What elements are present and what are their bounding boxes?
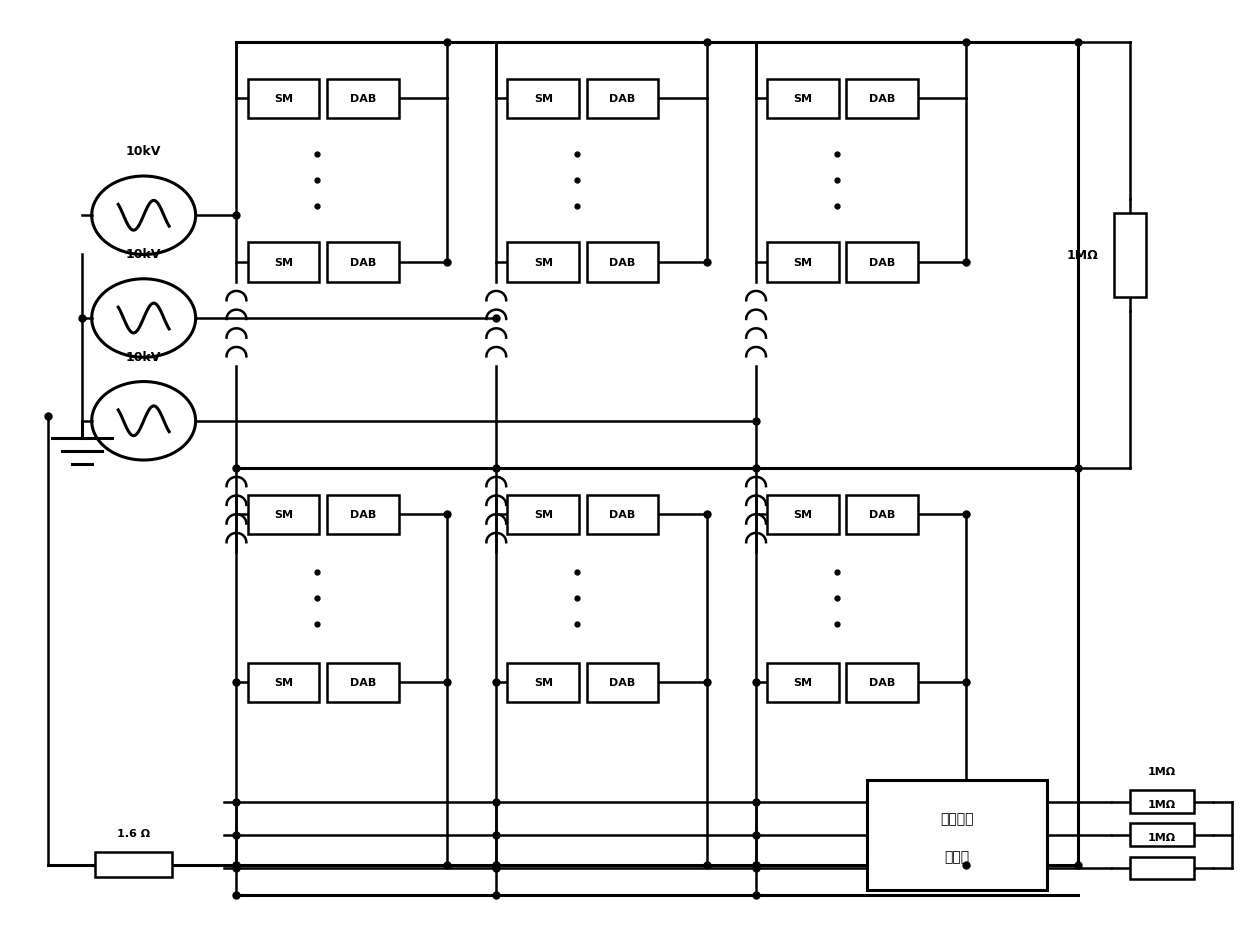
Text: DAB: DAB xyxy=(350,678,376,688)
FancyBboxPatch shape xyxy=(587,663,658,702)
Text: SM: SM xyxy=(794,257,812,268)
FancyBboxPatch shape xyxy=(507,80,579,119)
FancyBboxPatch shape xyxy=(248,663,320,702)
FancyBboxPatch shape xyxy=(768,243,839,283)
FancyBboxPatch shape xyxy=(248,495,320,534)
FancyBboxPatch shape xyxy=(1130,824,1194,846)
Text: SM: SM xyxy=(794,95,812,105)
FancyBboxPatch shape xyxy=(248,243,320,283)
FancyBboxPatch shape xyxy=(507,495,579,534)
Text: SM: SM xyxy=(533,257,553,268)
Text: SM: SM xyxy=(274,678,293,688)
FancyBboxPatch shape xyxy=(327,80,398,119)
FancyBboxPatch shape xyxy=(327,495,398,534)
Text: DAB: DAB xyxy=(609,257,636,268)
Text: SM: SM xyxy=(533,95,553,105)
Text: 1.6 Ω: 1.6 Ω xyxy=(118,828,150,839)
FancyBboxPatch shape xyxy=(1114,213,1146,298)
Text: 10kV: 10kV xyxy=(126,145,161,158)
FancyBboxPatch shape xyxy=(95,853,172,877)
Text: SM: SM xyxy=(274,95,293,105)
FancyBboxPatch shape xyxy=(768,663,839,702)
Text: DAB: DAB xyxy=(869,95,895,105)
FancyBboxPatch shape xyxy=(327,243,398,283)
Text: 1MΩ: 1MΩ xyxy=(1068,249,1099,262)
Text: DAB: DAB xyxy=(609,95,636,105)
FancyBboxPatch shape xyxy=(1130,791,1194,813)
Text: 三相全桥: 三相全桥 xyxy=(940,812,973,826)
FancyBboxPatch shape xyxy=(248,80,320,119)
Text: SM: SM xyxy=(794,678,812,688)
Text: SM: SM xyxy=(274,510,293,519)
FancyBboxPatch shape xyxy=(847,243,918,283)
FancyBboxPatch shape xyxy=(1130,856,1194,879)
FancyBboxPatch shape xyxy=(507,663,579,702)
FancyBboxPatch shape xyxy=(507,243,579,283)
FancyBboxPatch shape xyxy=(847,80,918,119)
Text: 1MΩ: 1MΩ xyxy=(1148,799,1176,810)
FancyBboxPatch shape xyxy=(768,495,839,534)
Text: 10kV: 10kV xyxy=(126,248,161,261)
FancyBboxPatch shape xyxy=(587,243,658,283)
Text: SM: SM xyxy=(533,510,553,519)
FancyBboxPatch shape xyxy=(847,663,918,702)
Text: 1MΩ: 1MΩ xyxy=(1148,767,1176,777)
Text: SM: SM xyxy=(274,257,293,268)
Text: DAB: DAB xyxy=(869,678,895,688)
FancyBboxPatch shape xyxy=(587,80,658,119)
Text: DAB: DAB xyxy=(869,510,895,519)
Text: 10kV: 10kV xyxy=(126,350,161,363)
Text: 1MΩ: 1MΩ xyxy=(1148,833,1176,842)
Text: DAB: DAB xyxy=(350,510,376,519)
Text: SM: SM xyxy=(533,678,553,688)
FancyBboxPatch shape xyxy=(868,780,1047,890)
Text: DAB: DAB xyxy=(350,257,376,268)
Text: 逆变器: 逆变器 xyxy=(945,850,970,864)
FancyBboxPatch shape xyxy=(587,495,658,534)
FancyBboxPatch shape xyxy=(768,80,839,119)
Text: DAB: DAB xyxy=(869,257,895,268)
Text: SM: SM xyxy=(794,510,812,519)
Text: DAB: DAB xyxy=(350,95,376,105)
FancyBboxPatch shape xyxy=(847,495,918,534)
Text: DAB: DAB xyxy=(609,510,636,519)
Text: DAB: DAB xyxy=(609,678,636,688)
FancyBboxPatch shape xyxy=(327,663,398,702)
